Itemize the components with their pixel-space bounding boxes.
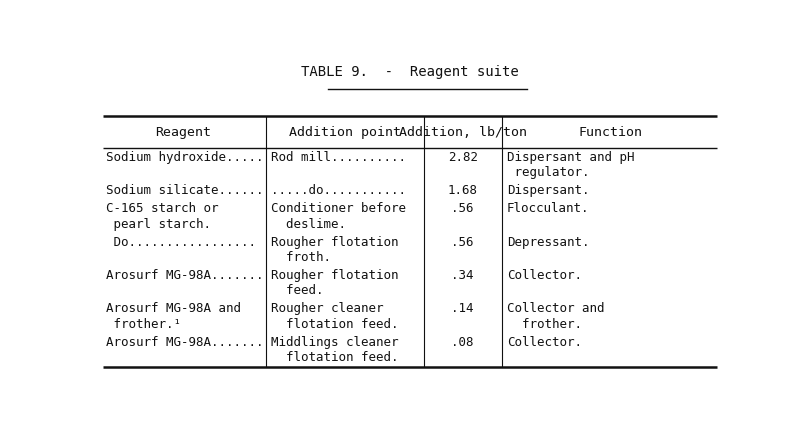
Text: .08: .08 bbox=[451, 335, 474, 349]
Text: Flocculant.: Flocculant. bbox=[506, 202, 590, 215]
Text: deslime.: deslime. bbox=[271, 217, 346, 231]
Text: .34: .34 bbox=[451, 269, 474, 282]
Text: Do.................: Do................. bbox=[106, 236, 255, 249]
Text: regulator.: regulator. bbox=[506, 166, 590, 179]
Text: .56: .56 bbox=[451, 202, 474, 215]
Text: Arosurf MG-98A.......: Arosurf MG-98A....... bbox=[106, 269, 263, 282]
Text: Conditioner before: Conditioner before bbox=[271, 202, 406, 215]
Text: pearl starch.: pearl starch. bbox=[106, 217, 210, 231]
Text: 1.68: 1.68 bbox=[448, 184, 478, 197]
Text: froth.: froth. bbox=[271, 251, 331, 264]
Text: 2.82: 2.82 bbox=[448, 151, 478, 164]
Text: flotation feed.: flotation feed. bbox=[271, 318, 398, 331]
Text: .....do...........: .....do........... bbox=[271, 184, 406, 197]
Text: Arosurf MG-98A and: Arosurf MG-98A and bbox=[106, 302, 241, 315]
Text: Rougher flotation: Rougher flotation bbox=[271, 236, 398, 249]
Text: Collector.: Collector. bbox=[506, 335, 582, 349]
Text: Dispersant and pH: Dispersant and pH bbox=[506, 151, 634, 164]
Text: Arosurf MG-98A.......: Arosurf MG-98A....... bbox=[106, 335, 263, 349]
Text: Addition, lb/ton: Addition, lb/ton bbox=[398, 126, 526, 139]
Text: Middlings cleaner: Middlings cleaner bbox=[271, 335, 398, 349]
Text: TABLE 9.  -  Reagent suite: TABLE 9. - Reagent suite bbox=[301, 65, 519, 79]
Text: Rod mill..........: Rod mill.......... bbox=[271, 151, 406, 164]
Text: Dispersant.: Dispersant. bbox=[506, 184, 590, 197]
Text: Reagent: Reagent bbox=[155, 126, 211, 139]
Text: .56: .56 bbox=[451, 236, 474, 249]
Text: feed.: feed. bbox=[271, 284, 324, 297]
Text: Rougher cleaner: Rougher cleaner bbox=[271, 302, 384, 315]
Text: frother.: frother. bbox=[506, 318, 582, 331]
Text: frother.¹: frother.¹ bbox=[106, 318, 181, 331]
Text: Depressant.: Depressant. bbox=[506, 236, 590, 249]
Text: Sodium silicate......: Sodium silicate...... bbox=[106, 184, 263, 197]
Text: Function: Function bbox=[579, 126, 643, 139]
Text: Addition point: Addition point bbox=[289, 126, 401, 139]
Text: flotation feed.: flotation feed. bbox=[271, 351, 398, 364]
Text: C-165 starch or: C-165 starch or bbox=[106, 202, 218, 215]
Text: Sodium hydroxide.....: Sodium hydroxide..... bbox=[106, 151, 263, 164]
Text: Collector.: Collector. bbox=[506, 269, 582, 282]
Text: Collector and: Collector and bbox=[506, 302, 604, 315]
Text: .14: .14 bbox=[451, 302, 474, 315]
Text: Rougher flotation: Rougher flotation bbox=[271, 269, 398, 282]
